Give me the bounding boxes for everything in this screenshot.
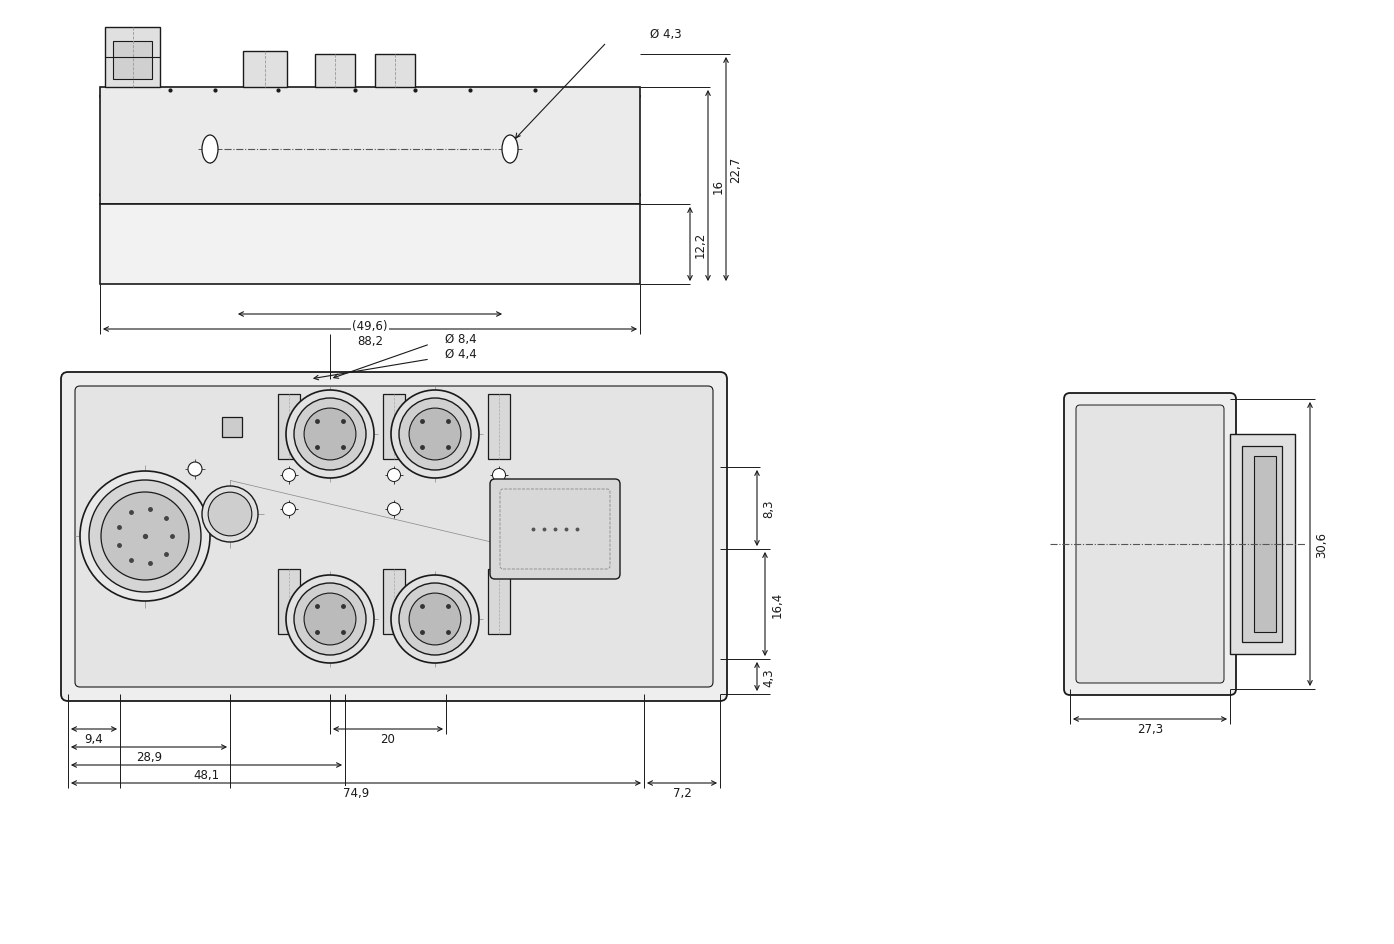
Circle shape — [408, 409, 461, 461]
Text: 27,3: 27,3 — [1138, 723, 1163, 735]
Circle shape — [294, 583, 367, 655]
Text: 7,2: 7,2 — [673, 786, 691, 800]
Circle shape — [283, 503, 296, 516]
Bar — [222, 417, 243, 437]
Text: 20: 20 — [381, 733, 396, 746]
Text: 48,1: 48,1 — [194, 768, 220, 782]
Ellipse shape — [502, 136, 519, 164]
Circle shape — [79, 471, 210, 601]
Bar — [1242, 447, 1282, 642]
Text: 28,9: 28,9 — [137, 750, 162, 764]
Bar — [100, 88, 640, 205]
Text: 30,6: 30,6 — [1316, 531, 1328, 557]
Text: 8,3: 8,3 — [763, 499, 775, 517]
Circle shape — [492, 469, 506, 482]
Circle shape — [399, 398, 471, 470]
Circle shape — [399, 583, 471, 655]
Circle shape — [304, 409, 355, 461]
FancyBboxPatch shape — [491, 480, 620, 580]
Circle shape — [286, 576, 374, 664]
Bar — [488, 395, 510, 460]
Circle shape — [294, 398, 367, 470]
Text: Ø 4,4: Ø 4,4 — [445, 348, 477, 362]
Bar — [277, 395, 300, 460]
Circle shape — [390, 576, 480, 664]
Circle shape — [390, 391, 480, 479]
FancyBboxPatch shape — [1064, 394, 1236, 696]
Bar — [100, 205, 640, 285]
Bar — [383, 395, 406, 460]
Circle shape — [283, 469, 296, 482]
Circle shape — [89, 480, 201, 593]
Bar — [315, 55, 355, 88]
Text: 12,2: 12,2 — [693, 231, 707, 258]
Bar — [105, 28, 160, 88]
FancyBboxPatch shape — [1076, 406, 1224, 683]
Circle shape — [286, 391, 374, 479]
Circle shape — [202, 486, 258, 543]
Circle shape — [208, 493, 252, 536]
Circle shape — [188, 463, 202, 477]
FancyBboxPatch shape — [61, 373, 728, 701]
Text: 22,7: 22,7 — [729, 157, 743, 183]
Bar — [243, 52, 287, 88]
Text: 74,9: 74,9 — [343, 786, 369, 800]
Circle shape — [388, 503, 400, 516]
Circle shape — [408, 594, 461, 646]
Circle shape — [304, 594, 355, 646]
Text: 4,3: 4,3 — [763, 667, 775, 686]
Text: Ø 8,4: Ø 8,4 — [445, 333, 477, 346]
Bar — [113, 42, 152, 80]
Circle shape — [100, 493, 190, 581]
Circle shape — [388, 469, 400, 482]
Bar — [375, 55, 415, 88]
Bar — [1230, 434, 1295, 654]
Bar — [277, 569, 300, 634]
Bar — [488, 569, 510, 634]
Text: Ø 4,3: Ø 4,3 — [650, 28, 682, 42]
Text: 16: 16 — [711, 178, 725, 194]
Bar — [1255, 457, 1276, 632]
FancyBboxPatch shape — [75, 387, 712, 687]
Bar — [383, 569, 406, 634]
Ellipse shape — [202, 136, 217, 164]
Text: (49,6): (49,6) — [353, 320, 388, 333]
Text: 88,2: 88,2 — [357, 335, 383, 348]
Text: 16,4: 16,4 — [771, 591, 783, 617]
Text: 9,4: 9,4 — [85, 733, 103, 746]
